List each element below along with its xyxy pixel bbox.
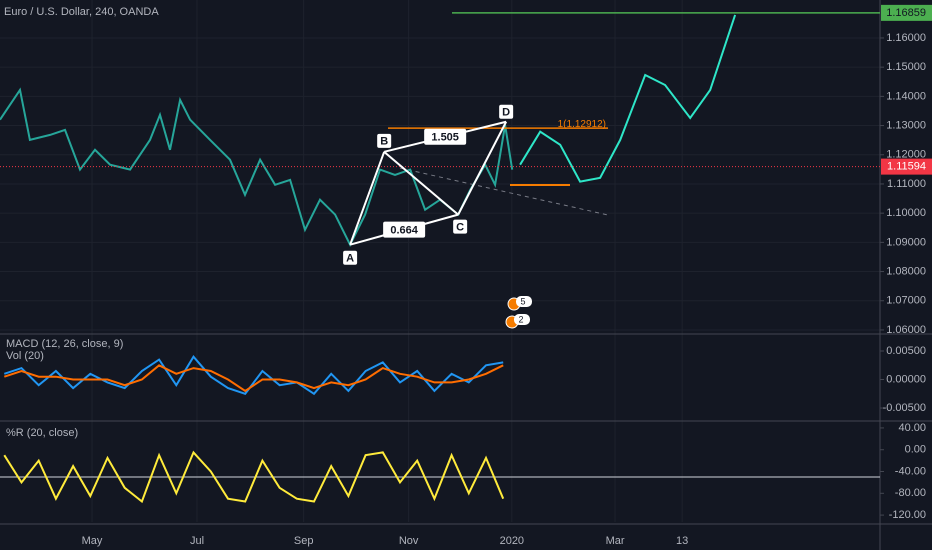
y-tick-label: 0.00 xyxy=(905,444,926,456)
y-tick-label: 40.00 xyxy=(898,422,926,434)
ratio-box xyxy=(424,128,467,145)
event-count: 5 xyxy=(520,296,525,306)
y-tick-label: -80.00 xyxy=(895,487,926,499)
chart-title: Euro / U.S. Dollar, 240, OANDA xyxy=(4,6,159,18)
pattern-leg xyxy=(457,121,508,216)
indicator-title: %R (20, close) xyxy=(6,427,78,439)
x-tick-label: 13 xyxy=(676,535,688,547)
pattern-point-box xyxy=(499,104,514,119)
x-tick-label: Sep xyxy=(294,535,314,547)
pattern-point-box xyxy=(343,250,358,265)
event-bubble xyxy=(516,296,532,307)
y-tick-label: 1.16000 xyxy=(886,32,926,44)
y-tick-label: 1.08000 xyxy=(886,265,926,277)
y-tick-label: 1.07000 xyxy=(886,295,926,307)
plot: May Jul Sep Nov 2020 Mar 13 1.06000 1.07000 1.080… xyxy=(0,4,932,547)
pattern-point-label: A xyxy=(346,253,354,265)
indicator-title: MACD (12, 26, close, 9) xyxy=(6,338,123,350)
trend-line xyxy=(399,167,609,216)
pattern-leg xyxy=(383,151,459,216)
y-tick-label: -0.00500 xyxy=(883,402,926,414)
indicator-subtitle: Vol (20) xyxy=(6,350,44,362)
y-tick-label: 1.13000 xyxy=(886,119,926,131)
ratio-label: 0.664 xyxy=(390,225,418,237)
y-tick-label: 0.00000 xyxy=(886,373,926,385)
y-tick-label: 1.12000 xyxy=(886,149,926,161)
grid xyxy=(0,0,880,522)
series-line xyxy=(3,355,504,396)
price-label: 1.11594 xyxy=(887,161,926,173)
level-label: 1(1.12912) xyxy=(558,119,606,130)
x-tick-label: May xyxy=(82,535,103,547)
pattern-point-label: D xyxy=(502,107,510,119)
event-bubble xyxy=(514,314,530,325)
y-tick-label: 1.09000 xyxy=(886,236,926,248)
price-label-box xyxy=(881,4,932,21)
y-tick-label: -120.00 xyxy=(889,509,926,521)
y-tick-label: -40.00 xyxy=(895,465,926,477)
pattern-leg xyxy=(349,151,386,246)
series-line xyxy=(519,14,737,183)
y-tick-label: 1.14000 xyxy=(886,90,926,102)
y-tick-label: 1.06000 xyxy=(886,324,926,336)
series-line xyxy=(3,364,504,393)
y-tick-label: 1.11000 xyxy=(887,178,926,190)
ratio-label: 1.505 xyxy=(431,132,459,144)
series-line xyxy=(3,450,505,504)
x-tick-label: Jul xyxy=(190,535,204,547)
y-tick-label: 1.10000 xyxy=(886,207,926,219)
pattern-point-box xyxy=(453,219,468,234)
event-count: 2 xyxy=(518,314,523,324)
price-label-box xyxy=(881,158,932,175)
x-tick-label: Nov xyxy=(399,535,419,547)
pattern-point-label: C xyxy=(456,222,464,234)
x-tick-label: 2020 xyxy=(500,535,524,547)
pattern-point-box xyxy=(377,133,392,148)
y-tick-label: 1.15000 xyxy=(886,61,926,73)
ratio-box xyxy=(383,221,426,238)
x-tick-label: Mar xyxy=(606,535,625,547)
pattern-point-label: B xyxy=(380,136,388,148)
y-tick-label: 0.00500 xyxy=(886,345,926,357)
price-label: 1.16859 xyxy=(886,7,926,19)
